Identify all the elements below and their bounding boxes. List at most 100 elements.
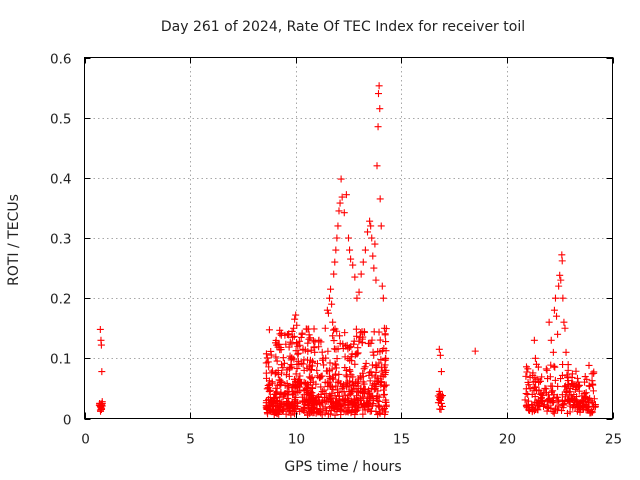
data-point xyxy=(521,396,529,404)
data-point xyxy=(524,378,532,386)
data-point xyxy=(374,123,382,131)
data-point xyxy=(376,105,384,113)
data-point xyxy=(573,374,581,382)
data-point xyxy=(312,397,320,405)
data-point xyxy=(319,405,327,413)
data-point xyxy=(262,397,270,405)
data-point xyxy=(346,246,354,254)
data-point xyxy=(437,368,445,376)
data-point xyxy=(276,330,284,338)
data-point xyxy=(352,407,360,415)
data-point xyxy=(324,367,332,375)
data-point xyxy=(378,367,386,375)
data-point xyxy=(333,406,341,414)
data-point xyxy=(98,398,106,406)
data-point xyxy=(353,332,361,340)
data-point xyxy=(437,405,445,413)
data-point xyxy=(559,404,567,412)
data-point xyxy=(375,402,383,410)
grid-lines xyxy=(84,57,613,419)
data-point xyxy=(267,351,275,359)
data-point xyxy=(308,373,316,381)
data-point xyxy=(347,342,355,350)
data-point xyxy=(578,392,586,400)
data-point xyxy=(552,404,560,412)
data-point xyxy=(549,348,557,356)
data-point xyxy=(341,329,349,337)
data-point xyxy=(326,359,334,367)
data-point xyxy=(343,407,351,415)
data-point xyxy=(381,410,389,418)
data-point xyxy=(380,345,388,353)
data-point xyxy=(295,360,303,368)
data-point xyxy=(590,368,598,376)
data-point xyxy=(317,390,325,398)
data-point xyxy=(546,373,554,381)
data-point xyxy=(360,385,368,393)
data-point xyxy=(304,411,312,419)
data-point xyxy=(587,407,595,415)
data-point xyxy=(547,336,555,344)
data-point xyxy=(355,288,363,296)
y-axis-label: ROTI / TECUs xyxy=(6,194,22,286)
data-point xyxy=(262,350,270,358)
data-point xyxy=(265,387,273,395)
data-point xyxy=(558,251,566,259)
data-point xyxy=(558,397,566,405)
data-point xyxy=(361,406,369,414)
axis-ticks: 0 5 10 15 20 25 0 0.1 0.2 0.3 0.4 0.5 0.6 xyxy=(50,52,622,448)
data-point xyxy=(375,377,383,385)
data-point xyxy=(550,398,558,406)
data-point xyxy=(289,333,297,341)
data-point xyxy=(282,371,290,379)
data-point xyxy=(548,388,556,396)
data-point xyxy=(369,252,377,260)
data-point xyxy=(273,396,281,404)
data-point xyxy=(282,340,290,348)
data-point xyxy=(315,398,323,406)
data-point xyxy=(381,331,389,339)
data-point xyxy=(551,363,559,371)
data-point xyxy=(380,390,388,398)
data-point xyxy=(328,300,336,308)
data-point xyxy=(279,364,287,372)
data-point xyxy=(263,354,271,362)
data-point xyxy=(371,373,379,381)
data-point xyxy=(290,324,298,332)
data-point xyxy=(381,382,389,390)
data-point xyxy=(378,282,386,290)
data-point xyxy=(368,234,376,242)
data-point xyxy=(265,326,273,334)
data-point xyxy=(382,401,390,409)
data-point xyxy=(280,359,288,367)
data-point xyxy=(337,175,345,183)
data-point xyxy=(285,372,293,380)
data-point xyxy=(293,321,301,329)
data-point xyxy=(278,361,286,369)
data-point xyxy=(566,384,574,392)
data-point xyxy=(330,337,338,345)
y-tick-label: 0.6 xyxy=(50,52,71,68)
data-point xyxy=(334,386,342,394)
data-point xyxy=(526,384,534,392)
data-point xyxy=(377,356,385,364)
data-point xyxy=(547,361,555,369)
data-point xyxy=(550,409,558,417)
data-point xyxy=(364,340,372,348)
data-point xyxy=(334,345,342,353)
x-axis-label: GPS time / hours xyxy=(284,459,401,475)
data-point xyxy=(329,399,337,407)
data-point xyxy=(332,370,340,378)
data-point xyxy=(374,90,382,98)
data-point xyxy=(585,399,593,407)
data-point xyxy=(298,393,306,401)
data-point xyxy=(436,393,444,401)
data-point xyxy=(589,402,597,410)
data-point xyxy=(364,228,372,236)
data-point xyxy=(581,373,589,381)
data-point xyxy=(561,393,569,401)
data-point xyxy=(294,350,302,358)
data-point xyxy=(317,383,325,391)
data-point xyxy=(288,384,296,392)
data-point xyxy=(367,368,375,376)
